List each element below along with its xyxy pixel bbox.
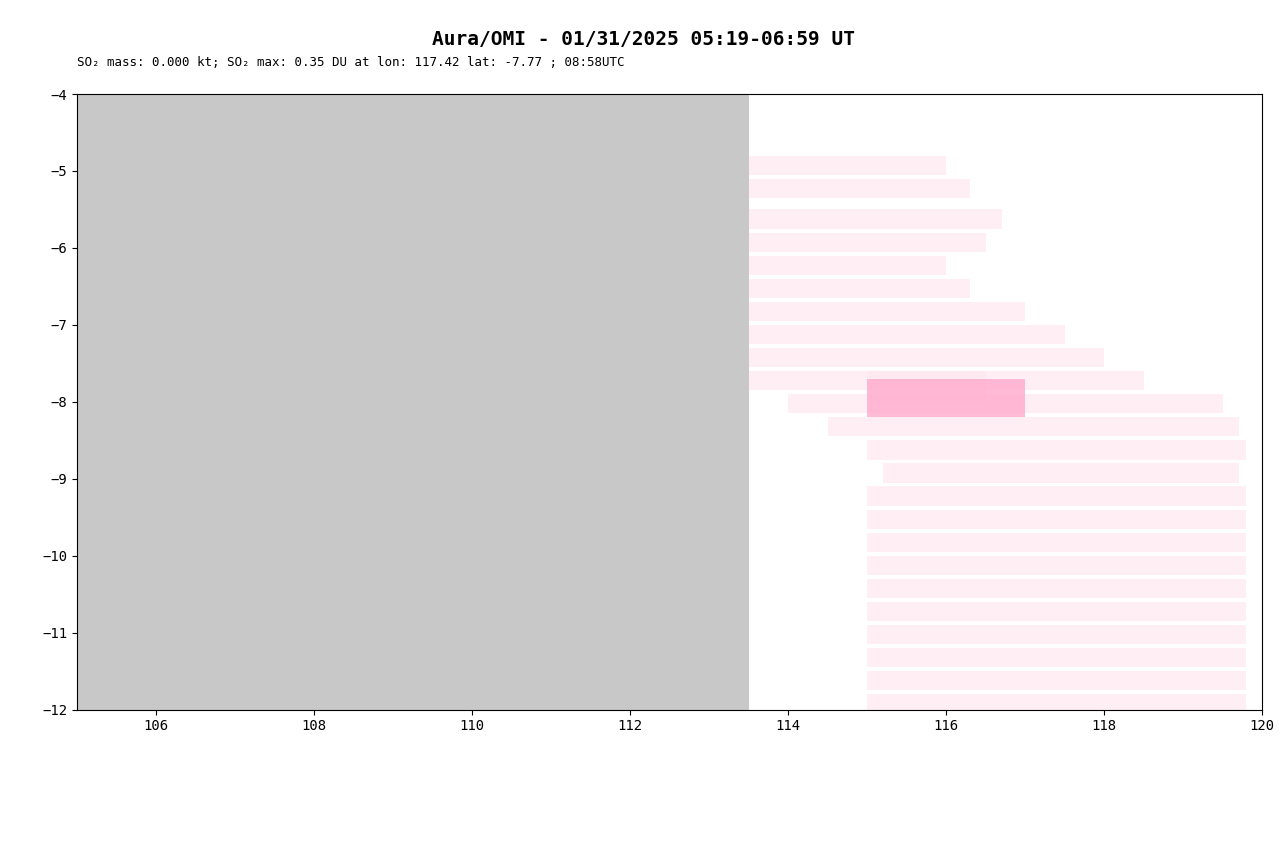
Bar — [748, 279, 970, 298]
Bar — [748, 348, 1104, 367]
Bar — [748, 179, 970, 198]
Bar — [828, 417, 1239, 436]
Bar — [748, 371, 1144, 390]
Bar — [867, 648, 1247, 667]
Text: Aura/OMI - 01/31/2025 05:19-06:59 UT: Aura/OMI - 01/31/2025 05:19-06:59 UT — [433, 30, 855, 49]
Bar — [867, 440, 1247, 459]
Bar — [867, 579, 1247, 598]
Bar — [867, 625, 1247, 645]
Bar — [867, 556, 1247, 575]
Bar — [788, 394, 1222, 414]
Bar — [748, 325, 1065, 344]
Bar — [748, 256, 947, 275]
Bar — [748, 302, 1025, 321]
Bar — [867, 671, 1247, 691]
Bar — [748, 233, 985, 251]
Bar — [867, 533, 1247, 552]
Polygon shape — [77, 94, 748, 710]
Bar — [867, 510, 1247, 528]
Bar — [884, 463, 1239, 483]
Bar — [748, 209, 1002, 228]
Bar — [867, 694, 1247, 714]
Bar — [867, 486, 1247, 506]
Bar — [748, 156, 947, 175]
Bar — [867, 602, 1247, 621]
Polygon shape — [77, 94, 748, 710]
Bar — [867, 371, 985, 402]
Bar — [867, 379, 1025, 417]
Text: SO₂ mass: 0.000 kt; SO₂ max: 0.35 DU at lon: 117.42 lat: -7.77 ; 08:58UTC: SO₂ mass: 0.000 kt; SO₂ max: 0.35 DU at … — [77, 56, 625, 68]
